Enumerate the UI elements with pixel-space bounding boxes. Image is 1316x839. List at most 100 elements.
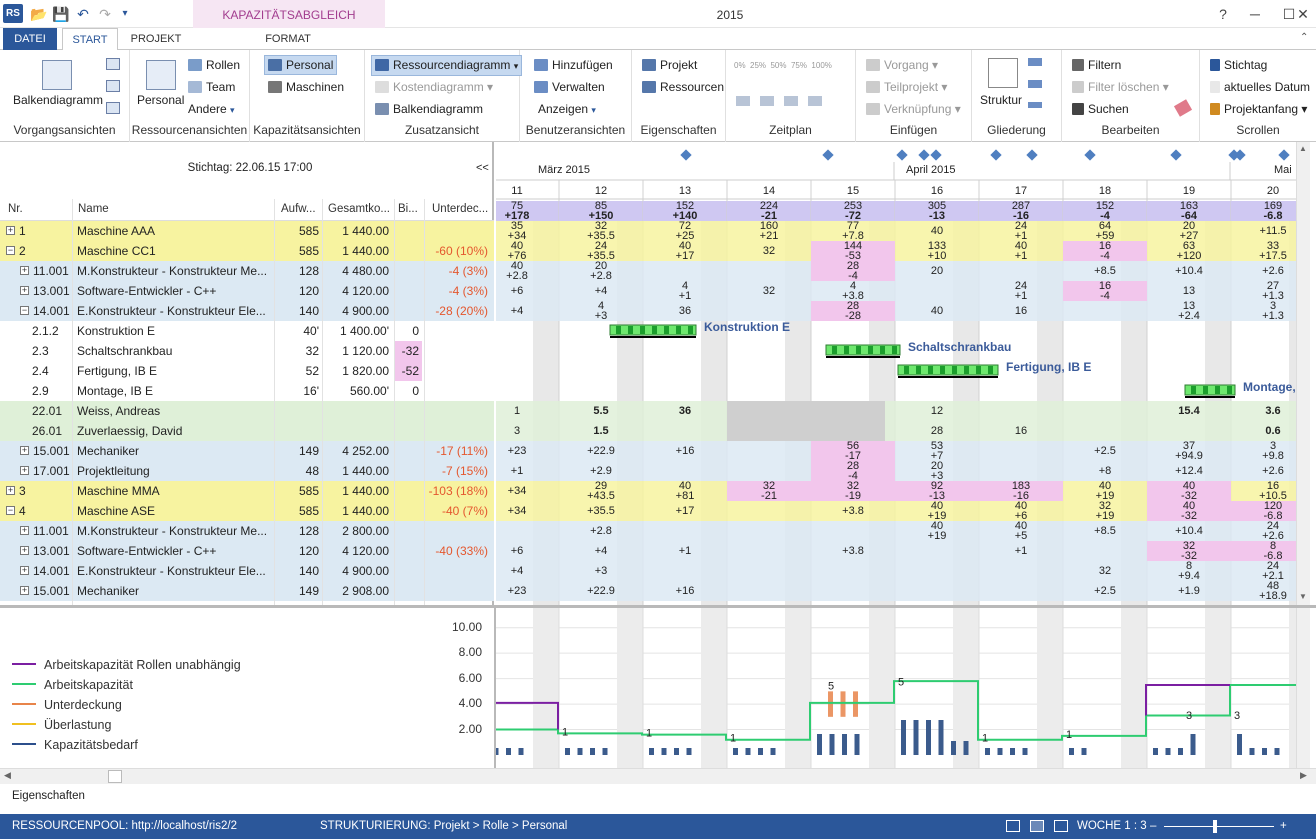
app-icon[interactable]: RS <box>3 4 23 23</box>
chart-view-icon[interactable] <box>1030 820 1044 832</box>
help-icon[interactable]: ? <box>1219 6 1227 22</box>
ressourcendiagramm-button[interactable]: Ressourcendiagramm ▾ <box>371 55 523 76</box>
expand-icon[interactable]: + <box>20 285 29 295</box>
ribbon-collapse-icon[interactable]: ⌃ <box>1300 32 1309 43</box>
zoom-buttons[interactable]: 0% 25% 50% 75% 100% <box>734 58 832 74</box>
balkendiagramm-icon[interactable] <box>42 60 72 90</box>
rollen-button[interactable]: Rollen <box>188 57 240 73</box>
zoom-25[interactable]: 25% <box>750 61 767 70</box>
table-row[interactable]: −14.001 E.Konstrukteur - Konstrukteur Ele… <box>0 301 494 321</box>
zoom-slider-track[interactable] <box>1164 826 1274 827</box>
expand-icon[interactable]: + <box>20 565 29 575</box>
table-row[interactable]: −2 Maschine CC1 585 1 440.00 -60 (10%) <box>0 241 494 261</box>
save-icon[interactable]: 💾 <box>52 6 70 22</box>
expand-icon[interactable]: + <box>6 485 15 495</box>
stichtag-button[interactable]: Stichtag <box>1210 57 1267 73</box>
collapse-icon[interactable]: − <box>20 305 29 315</box>
context-tab-kapazitaetsabgleich[interactable]: KAPAZITÄTSABGLEICH PERSONAL <box>193 0 385 52</box>
collapse-icon[interactable]: − <box>6 245 15 255</box>
horizontal-scrollbar[interactable]: ◀ ▶ <box>0 768 1316 784</box>
view-icon-3[interactable] <box>106 102 120 114</box>
redo-icon[interactable]: ↷ <box>99 6 111 22</box>
zoom-100[interactable]: 100% <box>811 61 832 70</box>
collapse-icon[interactable]: − <box>6 505 15 515</box>
scroll-up-icon[interactable]: ▲ <box>1299 144 1307 153</box>
pane-splitter[interactable] <box>0 605 1316 608</box>
table-row[interactable]: +1 Maschine AAA 585 1 440.00 <box>0 221 494 241</box>
milestone-icon[interactable] <box>1228 149 1240 161</box>
zoom-50[interactable]: 50% <box>770 61 787 70</box>
hscroll-thumb[interactable] <box>108 770 122 783</box>
zusatz-balkendiagramm-button[interactable]: Balkendiagramm <box>375 101 483 117</box>
scroll-down-icon[interactable]: ▼ <box>1299 592 1307 601</box>
task-bar[interactable] <box>1184 384 1236 398</box>
milestone-icon[interactable] <box>1170 149 1182 161</box>
struktur-button[interactable]: Struktur <box>980 93 1023 107</box>
expand-icon[interactable]: + <box>20 545 29 555</box>
table-row[interactable]: 2.9 Montage, IB E 16' 560.00' 0 <box>0 381 494 401</box>
expand-icon[interactable]: + <box>20 445 29 455</box>
zoom-0[interactable]: 0% <box>734 61 746 70</box>
verknuepfung-button[interactable]: Verknüpfung ▾ <box>866 101 961 117</box>
table-row[interactable]: 2.3 Schaltschrankbau 32 1 120.00 -32 <box>0 341 494 361</box>
table-row[interactable]: 26.01 Zuverlaessig, David <box>0 421 494 441</box>
chart-vscroll[interactable] <box>1296 608 1310 768</box>
maschinen-button[interactable]: Maschinen <box>268 79 344 95</box>
andere-button[interactable]: Andere ▾ <box>188 101 235 118</box>
expand-icon[interactable]: + <box>20 465 29 475</box>
maximize-icon[interactable]: ☐ <box>1282 6 1296 22</box>
expand-icon[interactable]: + <box>20 585 29 595</box>
zoom-out-icon[interactable]: – <box>1150 820 1157 832</box>
view-icon-1[interactable] <box>106 58 120 70</box>
eigenschaften-tab[interactable]: Eigenschaften <box>12 790 85 802</box>
zoom-in-icon[interactable]: + <box>1280 820 1287 832</box>
expand-icon[interactable]: + <box>6 225 15 235</box>
aktuelles-datum-button[interactable]: aktuelles Datum <box>1210 79 1310 95</box>
anzeigen-button[interactable]: Anzeigen ▾ <box>538 101 596 118</box>
table-row[interactable]: 2.4 Fertigung, IB E 52 1 820.00 -52 <box>0 361 494 381</box>
task-bar[interactable] <box>897 364 999 378</box>
collapse-pane-button[interactable]: << <box>476 162 489 174</box>
table-row[interactable]: +15.001 Mechaniker 149 2 908.00 <box>0 581 494 601</box>
table-row[interactable]: 2.1.2 Konstruktion E 40' 1 400.00' 0 <box>0 321 494 341</box>
col-nr[interactable]: Nr. <box>8 203 23 215</box>
scroll-left-icon[interactable]: ◀ <box>4 770 11 780</box>
milestone-icon[interactable] <box>1026 149 1038 161</box>
milestone-icon[interactable] <box>1234 149 1246 161</box>
balkendiagramm-button[interactable]: Balkendiagramm <box>13 93 104 107</box>
col-gesamtkosten[interactable]: Gesamtko... <box>328 203 390 215</box>
filter-loeschen-button[interactable]: Filter löschen ▾ <box>1072 79 1169 95</box>
filtern-button[interactable]: Filtern <box>1072 57 1121 73</box>
expand-icon[interactable]: + <box>20 265 29 275</box>
kostendiagramm-button[interactable]: Kostendiagramm ▾ <box>375 79 493 95</box>
tab-start[interactable]: START <box>62 28 118 51</box>
table-row[interactable]: +11.001 M.Konstrukteur - Konstrukteur Me.… <box>0 261 494 281</box>
view-icon-2[interactable] <box>106 80 120 92</box>
eig-projekt-button[interactable]: Projekt <box>642 57 697 73</box>
verwalten-button[interactable]: Verwalten <box>534 79 605 95</box>
minimize-icon[interactable]: ─ <box>1250 6 1260 22</box>
expand-icon[interactable]: + <box>20 525 29 535</box>
vertical-scrollbar[interactable]: ▲ ▼ <box>1296 142 1310 605</box>
table-row[interactable]: +14.001 E.Konstrukteur - Konstrukteur Ele… <box>0 561 494 581</box>
personal-button[interactable]: Personal <box>137 93 185 107</box>
teilprojekt-button[interactable]: Teilprojekt ▾ <box>866 79 947 95</box>
table-row[interactable]: +3 Maschine MMA 585 1 440.00 -103 (18%) <box>0 481 494 501</box>
grid-view-icon[interactable] <box>1006 820 1020 832</box>
col-unterdeckung[interactable]: Unterdec... <box>432 203 489 215</box>
open-icon[interactable]: 📂 <box>30 6 48 22</box>
table-view-icon[interactable] <box>1054 820 1068 832</box>
kapazitaet-personal-button[interactable]: Personal <box>264 55 338 75</box>
col-name[interactable]: Name <box>78 203 109 215</box>
table-row[interactable]: +11.001 M.Konstrukteur - Konstrukteur Me.… <box>0 521 494 541</box>
milestone-icon[interactable] <box>1084 149 1096 161</box>
table-row[interactable]: 22.01 Weiss, Andreas <box>0 401 494 421</box>
zeitplan-tools-icons[interactable] <box>736 96 826 106</box>
eraser-icon[interactable] <box>1173 99 1193 117</box>
hinzufuegen-button[interactable]: Hinzufügen <box>534 57 613 73</box>
table-row[interactable]: +17.001 Projektleitung 48 1 440.00 -7 (15%) <box>0 461 494 481</box>
struktur-icon[interactable] <box>988 58 1018 88</box>
timeline-canvas[interactable] <box>496 142 1296 605</box>
tab-projekt[interactable]: PROJEKT <box>130 33 182 45</box>
gliederung-icons[interactable] <box>1028 58 1042 108</box>
